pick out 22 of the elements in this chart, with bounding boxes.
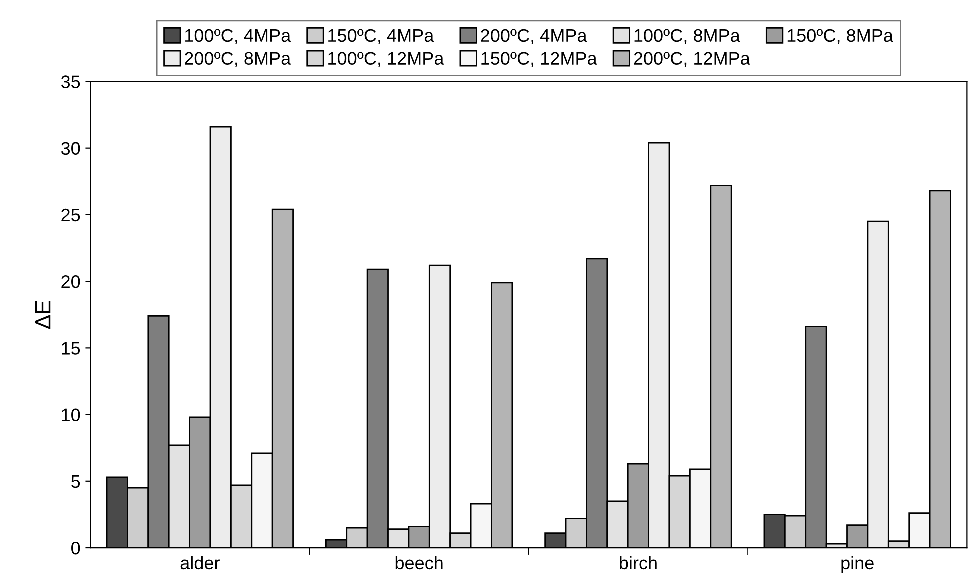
legend-label: 200ºC, 12MPa <box>634 52 750 68</box>
legend-label: 150ºC, 12MPa <box>482 52 598 68</box>
legend-label: 200ºC, 4MPa <box>481 29 588 44</box>
y-tick-label: 25 <box>62 208 80 222</box>
x-tick-label: pine <box>842 556 874 574</box>
legend-label: 100ºC, 4MPa <box>186 29 292 44</box>
y-tick-label: 30 <box>61 142 80 156</box>
legend-label: 100ºC, 12MPa <box>328 52 444 68</box>
y-tick-label: 5 <box>72 476 80 488</box>
legend-label: 150ºC, 8MPa <box>788 29 894 44</box>
y-tick-label: 20 <box>62 276 80 288</box>
x-tick-label: beech <box>396 556 443 570</box>
legend-label: 150ºC, 4MPa <box>328 29 434 44</box>
y-tick-label: 0 <box>72 542 80 555</box>
x-tick-label: birch <box>620 556 657 570</box>
y-tick-label: 35 <box>61 76 80 88</box>
y-tick-label: 15 <box>62 342 80 355</box>
legend-label: 100ºC, 8MPa <box>634 29 740 44</box>
y-tick-label: 10 <box>62 408 80 422</box>
legend-label: 200ºC, 8MPa <box>185 52 292 68</box>
x-tick-label: alder <box>180 556 220 570</box>
y-axis-title: ΔE <box>35 300 51 330</box>
